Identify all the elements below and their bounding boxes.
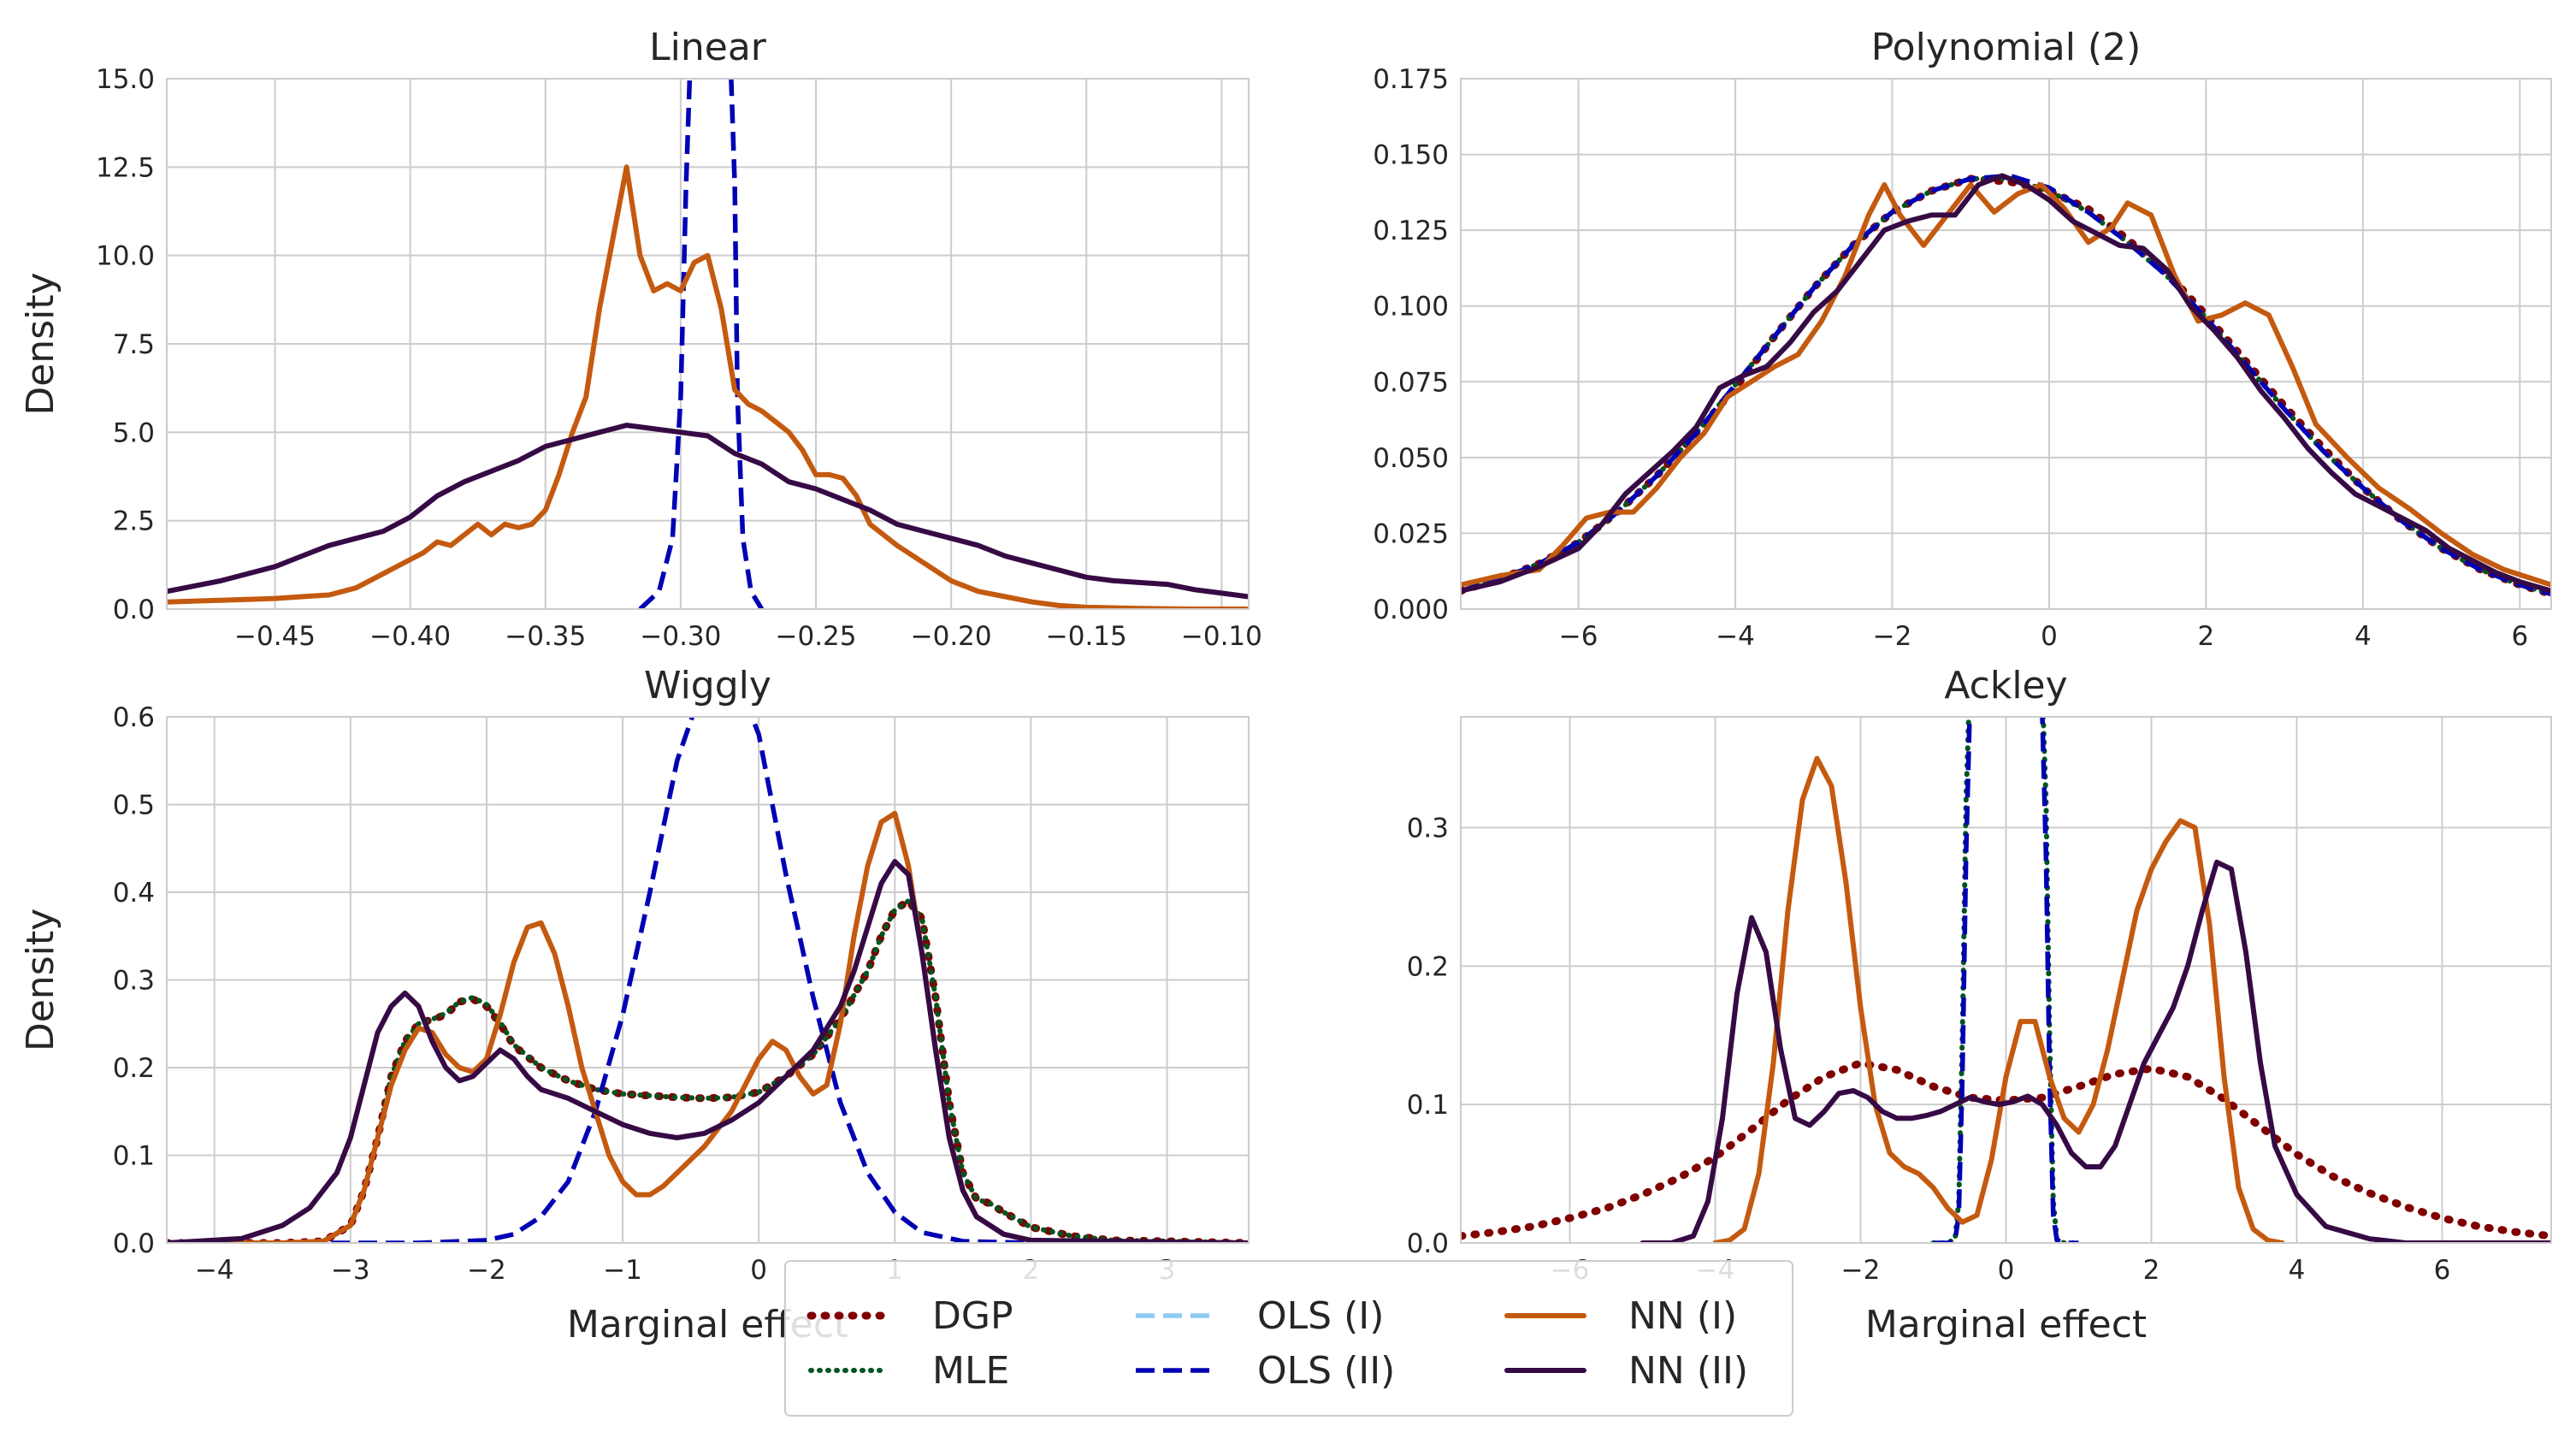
y-tick-label: 12.5	[96, 152, 155, 183]
y-tick-label: 2.5	[113, 506, 155, 537]
legend-label-mle: MLE	[932, 1349, 1009, 1393]
x-tick-label: 4	[2354, 621, 2372, 652]
x-tick-label: −2	[1873, 621, 1912, 652]
legend: DGP MLE OLS (I) OLS (II) NN (I) NN (II)	[784, 1260, 1793, 1417]
x-tick-label: −0.10	[1181, 621, 1262, 652]
plot-frame	[166, 78, 1250, 610]
x-tick-label: −0.35	[505, 621, 586, 652]
y-tick-label: 0.125	[1373, 216, 1449, 246]
series-line-dgp	[1461, 1059, 2551, 1240]
y-tick-label: 0.1	[1407, 1090, 1449, 1121]
panel-polynomial-2: −6 −4 −2 0 2 4 6 0.000 0.025 0.050 0.075 0.100 0.125…	[1373, 26, 2552, 652]
y-tick-label: 0.000	[1373, 595, 1449, 625]
y-tick-label: 0.0	[113, 595, 155, 625]
series-line-mle	[167, 898, 1249, 1243]
x-tick-label: −1	[603, 1255, 642, 1286]
x-tick-label: −0.25	[776, 621, 857, 652]
plot-frame	[166, 716, 1250, 1244]
legend-box	[784, 1260, 1793, 1417]
x-tick-label: −6	[1559, 621, 1598, 652]
legend-label-ols-ii: OLS (II)	[1257, 1349, 1395, 1393]
series-line-ols-ii	[1461, 173, 2551, 596]
plot-area	[167, 717, 1249, 1243]
legend-label-ols-i: OLS (I)	[1257, 1294, 1384, 1338]
series-line-ols-i	[1461, 173, 2551, 596]
y-tick-label: 0.5	[113, 790, 155, 821]
y-axis-label: Density	[19, 272, 62, 415]
y-tick-label: 5.0	[113, 417, 155, 448]
y-tick-label: 7.5	[113, 329, 155, 360]
x-axis-label: Marginal effect	[1865, 1303, 2147, 1346]
x-tick-label: −0.45	[234, 621, 316, 652]
legend-label-nn-i: NN (I)	[1628, 1294, 1737, 1338]
y-axis-label: Density	[19, 908, 62, 1051]
panel-title: Ackley	[1944, 664, 2067, 707]
y-tick-label: 0.4	[113, 878, 155, 908]
y-tick-label: 0.6	[113, 702, 155, 733]
y-tick-label: 0.2	[113, 1053, 155, 1084]
series-line-dgp	[1461, 175, 2551, 598]
x-tick-label: 4	[2289, 1255, 2306, 1286]
x-tick-label: 2	[2143, 1255, 2160, 1286]
y-tick-label: 0.1	[113, 1141, 155, 1172]
series-line-ols-ii	[1933, 717, 2079, 1243]
panel-wiggly: −4−3−2−101230.00.10.20.30.40.50.6WigglyD…	[19, 664, 1250, 1346]
x-tick-label: −4	[1716, 621, 1755, 652]
x-tick-label: −3	[331, 1255, 370, 1286]
x-tick-label: 0	[2041, 621, 2058, 652]
x-tick-label: −2	[467, 1255, 506, 1286]
x-tick-label: −0.15	[1046, 621, 1127, 652]
y-tick-label: 0.100	[1373, 292, 1449, 323]
legend-label-dgp: DGP	[932, 1294, 1013, 1338]
y-tick-label: 0.150	[1373, 140, 1449, 171]
y-tick-label: 0.2	[1407, 951, 1449, 982]
x-tick-label: −4	[195, 1255, 234, 1286]
plot-frame	[1460, 78, 2552, 610]
panel-title: Polynomial (2)	[1871, 26, 2142, 69]
series-line-nn-i	[1461, 182, 2551, 588]
series-line-nn-ii	[167, 859, 1249, 1243]
series-line-ols-ii	[638, 79, 765, 609]
x-tick-label: −0.40	[369, 621, 451, 652]
legend-label-nn-ii: NN (II)	[1628, 1349, 1748, 1393]
plot-area	[1461, 173, 2551, 598]
y-tick-label: 0.3	[113, 966, 155, 997]
y-tick-label: 0.0	[113, 1228, 155, 1259]
y-tick-label: 15.0	[96, 64, 155, 95]
x-tick-label: −2	[1841, 1255, 1881, 1286]
panel-linear: −0.45 −0.40 −0.35 −0.30 −0.25 −0.20 −0.15 −0.10…	[19, 26, 1262, 652]
y-tick-label: 0.050	[1373, 443, 1449, 474]
plot-area	[167, 79, 1249, 609]
panel-title: Linear	[649, 26, 767, 69]
series-line-nn-ii	[167, 423, 1249, 600]
panel-title: Wiggly	[644, 664, 771, 707]
plot-frame	[1460, 716, 2552, 1244]
x-tick-label: 0	[1998, 1255, 2015, 1286]
x-tick-label: 6	[2511, 621, 2528, 652]
x-tick-label: 6	[2434, 1255, 2451, 1286]
series-line-nn-ii	[1461, 173, 2551, 594]
x-tick-label: −0.20	[911, 621, 992, 652]
y-tick-label: 10.0	[96, 241, 155, 272]
series-line-mle	[1461, 175, 2551, 597]
y-tick-label: 0.3	[1407, 813, 1449, 843]
series-line-dgp	[167, 897, 1249, 1243]
y-tick-label: 0.175	[1373, 64, 1449, 95]
plot-area	[1461, 717, 2551, 1243]
series-line-ols-ii	[167, 717, 1249, 1243]
x-tick-label: 2	[2198, 621, 2215, 652]
x-tick-label: −0.30	[640, 621, 721, 652]
series-line-nn-i	[167, 164, 1249, 609]
y-tick-label: 0.025	[1373, 518, 1449, 549]
x-tick-label: 0	[750, 1255, 767, 1286]
y-tick-label: 0.075	[1373, 367, 1449, 398]
y-tick-label: 0.0	[1407, 1228, 1449, 1259]
series-line-nn-i	[167, 810, 1249, 1243]
series-line-nn-i	[1712, 755, 2285, 1243]
series-line-nn-ii	[1640, 859, 2551, 1243]
